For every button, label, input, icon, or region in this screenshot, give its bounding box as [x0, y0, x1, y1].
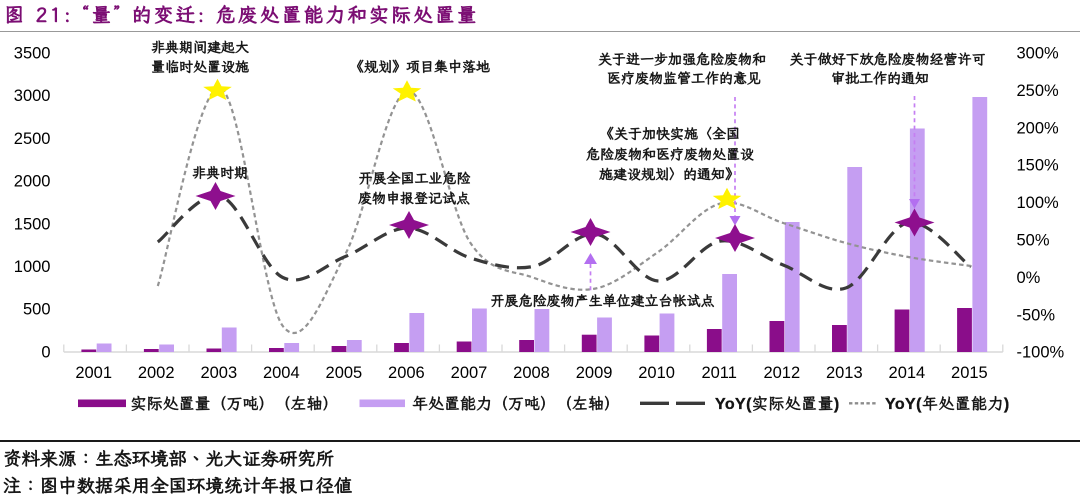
svg-text:开展危险废物产生单位建立台帐试点: 开展危险废物产生单位建立台帐试点 — [491, 292, 715, 310]
svg-text:注：图中数据采用全国环境统计年报口径值: 注：图中数据采用全国环境统计年报口径值 — [3, 474, 352, 498]
svg-text:废物申报登记试点: 废物申报登记试点 — [358, 189, 470, 207]
svg-text:年处置能力（万吨）（左轴）: 年处置能力（万吨）（左轴） — [412, 392, 620, 414]
svg-text:施建设规划〉的通知》: 施建设规划〉的通知》 — [599, 165, 739, 183]
svg-text:开展全国工业危险: 开展全国工业危险 — [359, 169, 471, 187]
svg-text:3500: 3500 — [14, 45, 51, 63]
svg-text:2011: 2011 — [701, 364, 736, 382]
svg-text:3000: 3000 — [14, 87, 51, 105]
svg-text:2500: 2500 — [14, 130, 51, 148]
svg-text:2010: 2010 — [638, 364, 675, 382]
svg-text:2003: 2003 — [200, 364, 237, 382]
svg-text:审批工作的通知: 审批工作的通知 — [831, 69, 929, 87]
svg-text:1500: 1500 — [14, 215, 51, 233]
svg-text:2014: 2014 — [889, 364, 926, 382]
svg-text:资料来源：生态环境部、光大证券研究所: 资料来源：生态环境部、光大证券研究所 — [3, 447, 334, 471]
svg-text:YoY(年处置能力): YoY(年处置能力) — [885, 395, 1010, 413]
svg-text:量临时处置设施: 量临时处置设施 — [151, 58, 249, 76]
svg-text:0: 0 — [41, 343, 50, 361]
svg-text:2002: 2002 — [138, 364, 175, 382]
svg-text:实际处置量（万吨）（左轴）: 实际处置量（万吨）（左轴） — [131, 392, 339, 414]
svg-text:0%: 0% — [1017, 269, 1041, 287]
svg-text:250%: 250% — [1017, 82, 1060, 100]
svg-text:《规划》项目集中落地: 《规划》项目集中落地 — [350, 58, 490, 76]
svg-text:《关于加快实施〈全国: 《关于加快实施〈全国 — [600, 125, 740, 143]
svg-text:2006: 2006 — [388, 364, 425, 382]
svg-text:2005: 2005 — [326, 364, 363, 382]
svg-text:-100%: -100% — [1017, 344, 1065, 362]
svg-text:2013: 2013 — [826, 364, 863, 382]
svg-text:非典时期: 非典时期 — [192, 164, 248, 182]
svg-text:200%: 200% — [1017, 119, 1060, 137]
svg-text:100%: 100% — [1017, 194, 1060, 212]
svg-text:2015: 2015 — [951, 364, 988, 382]
svg-text:2007: 2007 — [451, 364, 488, 382]
svg-text:医疗废物监管工作的意见: 医疗废物监管工作的意见 — [607, 69, 761, 87]
svg-text:2008: 2008 — [513, 364, 550, 382]
svg-text:2009: 2009 — [576, 364, 613, 382]
svg-text:关于进一步加强危险废物和: 关于进一步加强危险废物和 — [598, 50, 766, 68]
svg-text:非典期间建起大: 非典期间建起大 — [151, 38, 249, 56]
svg-text:关于做好下放危险废物经营许可: 关于做好下放危险废物经营许可 — [790, 50, 986, 68]
svg-text:1000: 1000 — [14, 258, 51, 276]
svg-text:50%: 50% — [1017, 232, 1050, 250]
svg-text:500: 500 — [23, 301, 51, 319]
svg-text:300%: 300% — [1017, 45, 1060, 63]
svg-text:2004: 2004 — [263, 364, 300, 382]
svg-text:YoY(实际处置量): YoY(实际处置量) — [715, 396, 840, 413]
svg-text:150%: 150% — [1017, 157, 1060, 175]
svg-text:2012: 2012 — [763, 364, 800, 382]
svg-text:2001: 2001 — [75, 364, 112, 382]
svg-text:2000: 2000 — [14, 173, 51, 191]
svg-text:危险废物和医疗废物处置设: 危险废物和医疗废物处置设 — [586, 145, 754, 163]
svg-text:-50%: -50% — [1017, 306, 1056, 324]
svg-text:图 21: “量” 的变迁: 危废处置能力和实际处置量: 图 21: “量” 的变迁: 危废处置能力和实际处置量 — [5, 2, 479, 28]
